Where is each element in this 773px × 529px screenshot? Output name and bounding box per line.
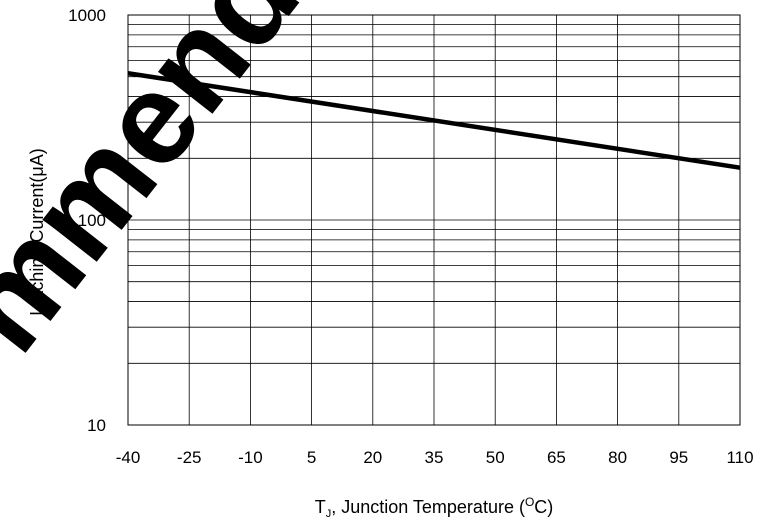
x-tick-label: -10 xyxy=(238,448,263,467)
y-tick-label: 1000 xyxy=(68,6,106,25)
y-tick-label: 100 xyxy=(78,211,106,230)
x-tick-label: 95 xyxy=(669,448,688,467)
x-tick-label: 50 xyxy=(486,448,505,467)
x-tick-label: 110 xyxy=(726,448,753,467)
x-axis-label-text: , Junction Temperature ( xyxy=(331,497,525,517)
series-line xyxy=(127,70,741,170)
x-axis-label-end: C) xyxy=(534,497,553,517)
x-axis-label-subscript: J xyxy=(326,508,332,520)
x-tick-label: 80 xyxy=(608,448,627,467)
x-tick-label: 20 xyxy=(363,448,382,467)
series-layer xyxy=(127,70,741,170)
y-tick-label: 10 xyxy=(87,416,106,435)
watermark-text: mmended xyxy=(0,0,420,377)
plot-frame xyxy=(127,14,741,426)
watermark: mmended xyxy=(0,0,420,377)
grid-layer xyxy=(127,14,741,426)
x-axis-label-main: T xyxy=(315,497,326,517)
x-tick-label: -40 xyxy=(116,448,141,467)
tick-layer: -40 -25 -10 5 20 35 50 65 80 95 110 10 100 1000 xyxy=(68,6,753,467)
x-tick-label: 5 xyxy=(307,448,316,467)
x-axis-label-superscript: O xyxy=(525,495,534,509)
x-axis-label: TJ, Junction Temperature (OC) xyxy=(315,495,554,520)
x-tick-label: 35 xyxy=(425,448,444,467)
x-tick-label: 65 xyxy=(547,448,566,467)
y-axis-label: Latching Current(μA) xyxy=(27,148,47,315)
x-tick-label: -25 xyxy=(177,448,202,467)
